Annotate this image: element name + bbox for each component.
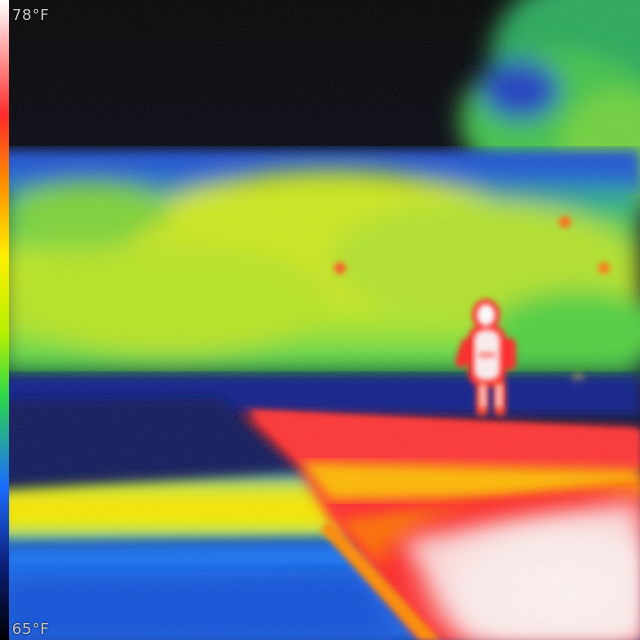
max-temperature-label: 78°F (12, 6, 50, 24)
temperature-scale-bar (0, 0, 9, 640)
min-temperature-label: 65°F (12, 620, 50, 638)
